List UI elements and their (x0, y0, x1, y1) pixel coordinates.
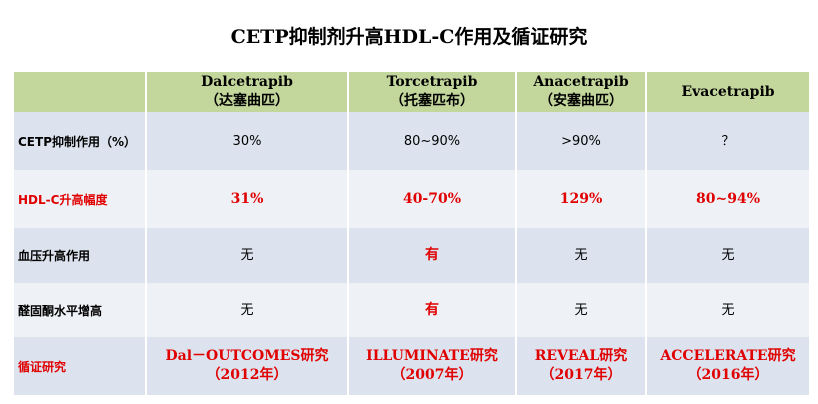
title: CETP抑制剂升高HDL-C作用及循证研究 (230, 26, 588, 48)
table-cell: 无 (645, 228, 809, 283)
header-cell: Evacetrapib (645, 72, 809, 112)
table-cell: 40-70% (347, 170, 516, 228)
table-cell: 有 (347, 228, 516, 283)
table-row: 血压升高作用 无 有 无 无 (12, 228, 809, 283)
table-cell: 有 (347, 283, 516, 337)
table-row: 醛固酮水平增高 无 有 无 无 (12, 283, 809, 337)
header-cell: Dalcetrapib （达塞曲匹） (145, 72, 348, 112)
table-cell: 80~90% (347, 112, 516, 170)
header-line: Evacetrapib (681, 83, 775, 100)
header-row: Dalcetrapib （达塞曲匹） Torcetrapib （托塞匹布） Anacet… (12, 72, 809, 112)
cell-line: （2017年） (540, 367, 622, 383)
table-cell: 无 (515, 228, 646, 283)
row-label: 醛固酮水平增高 (12, 283, 146, 337)
cell-line: 有 (425, 301, 439, 318)
table-cell: 80~94% (645, 170, 809, 228)
cell-line: >90% (561, 133, 601, 149)
header-cell: Anacetrapib （安塞曲匹） (515, 72, 646, 112)
row-label: 血压升高作用 (12, 228, 146, 283)
cell-line: 40-70% (402, 190, 462, 207)
row-label: CETP抑制作用（%） (12, 112, 146, 170)
cell-line: ILLUMINATE研究 (366, 348, 498, 364)
header-line: Dalcetrapib (201, 74, 293, 90)
header-line: （达塞曲匹） (205, 93, 289, 109)
table-cell: 无 (145, 228, 348, 283)
cell-line: 无 (721, 302, 735, 318)
cell-line: 无 (574, 302, 588, 318)
cell-line: 30% (232, 133, 262, 149)
cell-line: 无 (240, 302, 254, 318)
cell-line: 80~94% (696, 190, 760, 207)
table-cell: >90% (515, 112, 646, 170)
cell-line: 129% (559, 190, 603, 207)
table-cell: 无 (145, 283, 348, 337)
table-cell: 无 (515, 283, 646, 337)
table-row: 循证研究 Dal－OUTCOMES研究 （2012年） ILLUMINATE研究 （20… (12, 337, 809, 395)
table-cell: 无 (645, 283, 809, 337)
header-line: Torcetrapib (386, 74, 478, 90)
table-cell: ACCELERATE研究 （2016年） (645, 337, 809, 395)
table-cell: REVEAL研究 （2017年） (515, 337, 646, 395)
row-label: HDL-C升高幅度 (12, 170, 146, 228)
table-cell: 129% (515, 170, 646, 228)
cell-line: （2007年） (391, 367, 473, 383)
header-cell: Torcetrapib （托塞匹布） (347, 72, 516, 112)
header-corner (12, 72, 146, 112)
cell-line: （2012年） (206, 367, 288, 383)
cell-line: 有 (425, 247, 439, 263)
table-cell: Dal－OUTCOMES研究 （2012年） (145, 337, 348, 395)
header-line: （安塞曲匹） (539, 93, 623, 109)
table-cell: 31% (145, 170, 348, 228)
table-cell: ILLUMINATE研究 （2007年） (347, 337, 516, 395)
cell-line: 无 (574, 248, 588, 263)
cell-line: （2016年） (687, 367, 769, 383)
table-row: HDL-C升高幅度 31% 40-70% 129% 80~94% (12, 170, 809, 228)
cell-line: ACCELERATE研究 (660, 348, 796, 364)
header-line: （托塞匹布） (390, 93, 474, 109)
cell-line: REVEAL研究 (534, 348, 628, 364)
cell-line: 31% (230, 190, 264, 207)
table-row: CETP抑制作用（%） 30% 80~90% >90% ？ (12, 112, 809, 170)
row-label: 循证研究 (12, 337, 146, 395)
header-line: Anacetrapib (533, 74, 629, 90)
cell-line: Dal－OUTCOMES研究 (165, 348, 329, 364)
cell-line: 无 (240, 248, 254, 263)
comparison-table: Dalcetrapib （达塞曲匹） Torcetrapib （托塞匹布） Anacet… (12, 72, 809, 395)
cell-line: ？ (721, 133, 735, 149)
table-cell: 30% (145, 112, 348, 170)
cell-line: 80~90% (403, 133, 461, 149)
table-cell: ？ (645, 112, 809, 170)
cell-line: 无 (721, 248, 735, 263)
